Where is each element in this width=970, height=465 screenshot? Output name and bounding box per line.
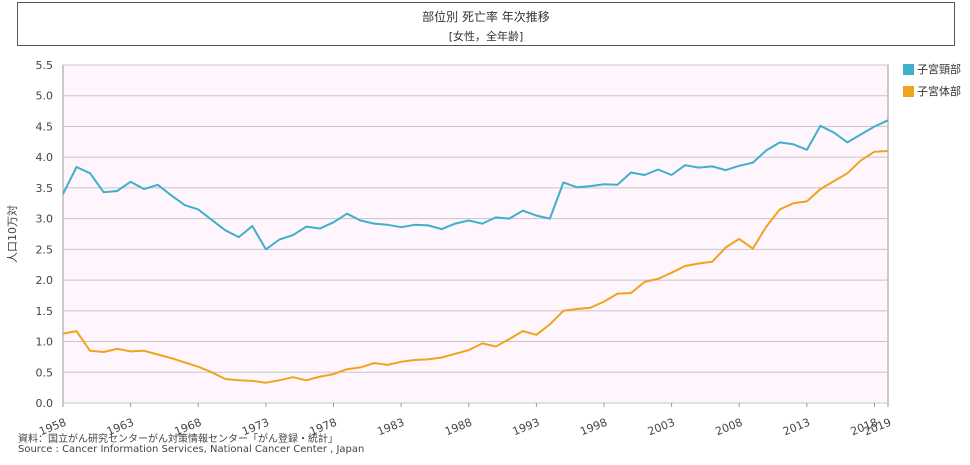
y-tick-label: 3.0 <box>36 213 54 226</box>
legend-label: 子宮体部 <box>917 84 961 98</box>
series-lines <box>62 119 889 384</box>
chart-subtitle: [女性，全年齢] <box>448 30 524 43</box>
plot-area <box>62 64 889 404</box>
x-tick-label: 2013 <box>781 416 812 439</box>
x-tick-label: 2008 <box>714 416 745 439</box>
y-tick-label: 1.0 <box>36 336 54 349</box>
legend-swatch <box>903 64 914 75</box>
y-tick-label: 5.0 <box>36 90 54 103</box>
series-line-1 <box>62 119 889 251</box>
chart-title-box: 部位別 死亡率 年次推移 [女性，全年齢] <box>17 2 955 46</box>
y-tick-label: 4.5 <box>36 120 54 133</box>
y-tick-label: 2.5 <box>36 243 54 256</box>
y-tick-label: 5.5 <box>36 59 54 72</box>
x-tick-label: 1998 <box>578 416 609 439</box>
source-note-ja: 資料：国立がん研究センターがん対策情報センター「がん登録・統計」 <box>18 434 338 445</box>
gridlines <box>63 64 888 404</box>
series-line-2 <box>62 150 889 384</box>
y-tick-label: 0.5 <box>36 366 54 379</box>
legend-swatch <box>903 86 914 97</box>
x-tick-label: 1993 <box>511 416 542 439</box>
chart-title: 部位別 死亡率 年次推移 <box>422 10 550 24</box>
y-tick-label: 4.0 <box>36 151 54 164</box>
y-tick-label: 3.5 <box>36 182 54 195</box>
x-tick-label: 2003 <box>646 416 677 439</box>
y-tick-label: 1.5 <box>36 305 54 318</box>
legend-label: 子宮頸部 <box>917 62 961 76</box>
x-tick-label: 1983 <box>375 416 406 439</box>
y-tick-label: 2.0 <box>36 274 54 287</box>
y-axis-ticks: 0.0 0.5 1.0 1.5 2.0 2.5 3.0 3.5 4.0 4.5 5.0 5.5 <box>36 59 54 410</box>
y-axis-label: 人口10万対 <box>5 205 19 263</box>
y-tick-label: 0.0 <box>36 397 54 410</box>
x-tick-label: 1988 <box>443 416 474 439</box>
source-note-en: Source : Cancer Information Services, Na… <box>18 444 365 455</box>
